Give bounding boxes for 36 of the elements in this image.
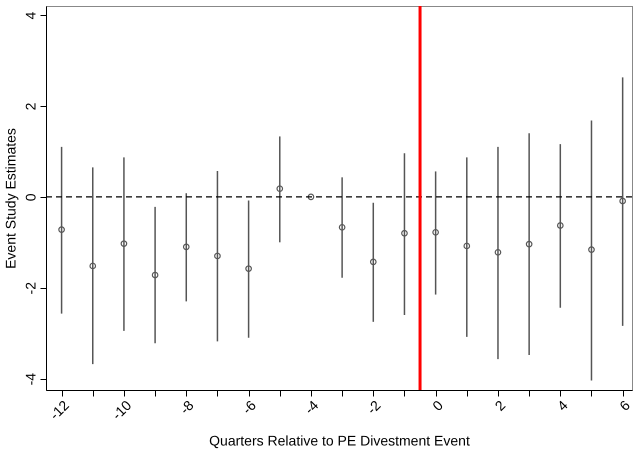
point — [526, 240, 532, 248]
point — [276, 185, 284, 192]
point — [152, 272, 158, 278]
point — [463, 242, 470, 250]
x-tick-label: 4 — [554, 396, 571, 414]
point — [89, 262, 96, 270]
point — [58, 226, 65, 233]
y-tick-label: -4 — [22, 372, 38, 386]
point — [432, 228, 439, 236]
x-tick-label: 0 — [429, 396, 446, 414]
x-tick-label: -12 — [46, 396, 72, 423]
y-tick-label: 4 — [22, 11, 38, 20]
x-tick-label: -8 — [176, 396, 197, 418]
y-tick-label: 0 — [22, 193, 38, 202]
point — [494, 248, 502, 256]
x-axis-title: Quarters Relative to PE Divestment Event — [209, 432, 470, 449]
point — [401, 230, 408, 237]
x-tick-label: 6 — [616, 396, 634, 414]
point — [619, 198, 626, 204]
point — [182, 244, 190, 250]
point — [214, 252, 221, 260]
point — [370, 258, 377, 266]
point — [120, 240, 128, 248]
point — [245, 265, 252, 272]
y-tick-label: 2 — [22, 102, 38, 110]
x-tick-label: 2 — [492, 396, 509, 414]
y-axis-title: Event Study Estimates — [2, 128, 18, 269]
point — [588, 246, 595, 253]
y-tick-label: -2 — [22, 282, 38, 294]
x-tick-label: -2 — [364, 396, 384, 418]
point — [556, 222, 564, 229]
x-tick-label: -10 — [108, 396, 134, 423]
x-tick-label: -4 — [301, 396, 322, 418]
point — [308, 194, 314, 200]
x-tick-label: -6 — [238, 396, 260, 418]
point — [338, 224, 346, 231]
